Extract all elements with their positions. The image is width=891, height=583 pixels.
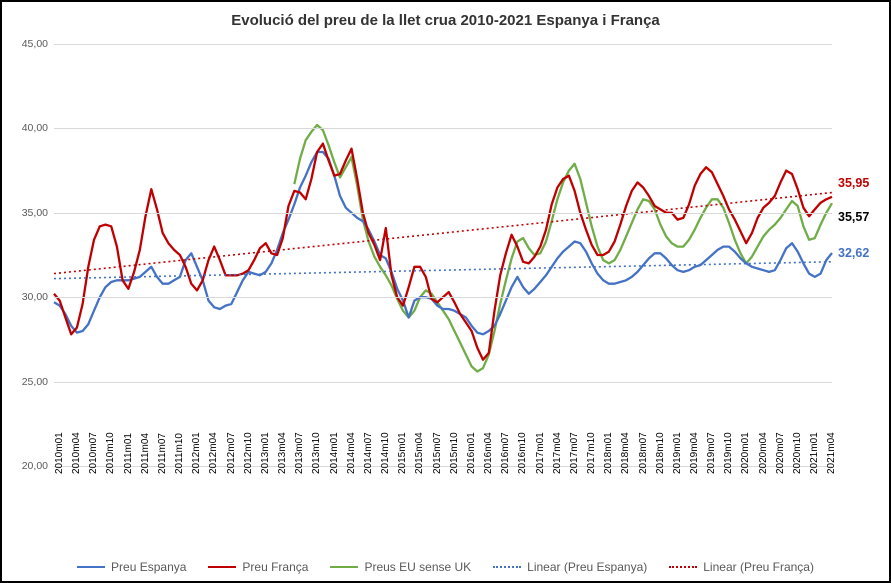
legend-swatch [330,566,358,568]
trend-espanya [54,262,832,279]
legend-swatch [208,566,236,568]
legend-swatch [669,566,697,568]
legend-swatch [77,566,105,568]
end-label: 35,95 [838,176,869,190]
legend-swatch [493,566,521,568]
legend-label: Linear (Preu França) [703,560,814,574]
y-tick-label: 35,00 [12,207,48,219]
legend-item: Preu França [208,560,308,574]
y-tick-label: 45,00 [12,38,48,50]
end-label: 35,57 [838,210,869,224]
chart-title: Evolució del preu de la llet crua 2010-2… [2,12,889,29]
legend-label: Preu França [242,560,308,574]
y-tick-label: 40,00 [12,122,48,134]
legend-label: Preus EU sense UK [364,560,471,574]
legend: Preu Espanya Preu França Preus EU sense UK… [2,560,889,574]
legend-item: Preus EU sense UK [330,560,471,574]
legend-label: Linear (Preu Espanya) [527,560,647,574]
legend-item: Preu Espanya [77,560,186,574]
legend-label: Preu Espanya [111,560,186,574]
gridline [54,128,832,129]
chart-frame: Evolució del preu de la llet crua 2010-2… [0,0,891,583]
gridline [54,297,832,298]
trend-franca [54,193,832,274]
gridline [54,382,832,383]
y-tick-label: 25,00 [12,376,48,388]
legend-item: Linear (Preu Espanya) [493,560,647,574]
plot-svg [54,44,832,466]
gridline [54,213,832,214]
plot-area: 20,0025,0030,0035,0040,0045,002010m01201… [54,44,832,466]
gridline [54,44,832,45]
end-label: 32,62 [838,246,869,260]
y-tick-label: 20,00 [12,460,48,472]
y-tick-label: 30,00 [12,291,48,303]
legend-item: Linear (Preu França) [669,560,814,574]
